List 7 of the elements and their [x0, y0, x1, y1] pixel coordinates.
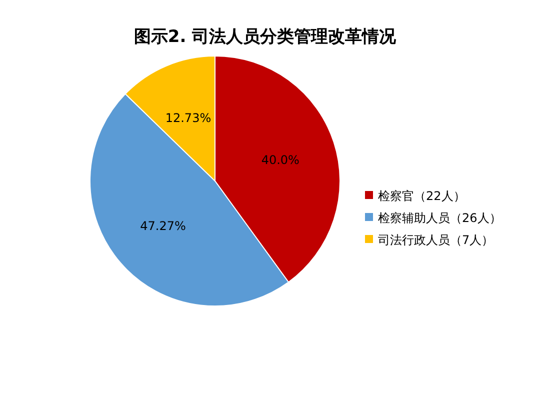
data-label: 40.0% [261, 152, 300, 167]
legend-label: 检察官（22人） [378, 189, 466, 204]
legend-label: 检察辅助人员（26人） [378, 211, 502, 226]
chart-title: 图示2. 司法人员分类管理改革情况 [134, 27, 398, 47]
data-label: 47.27% [140, 219, 186, 234]
legend-label: 司法行政人员（7人） [378, 233, 494, 248]
data-label: 12.73% [165, 110, 212, 125]
